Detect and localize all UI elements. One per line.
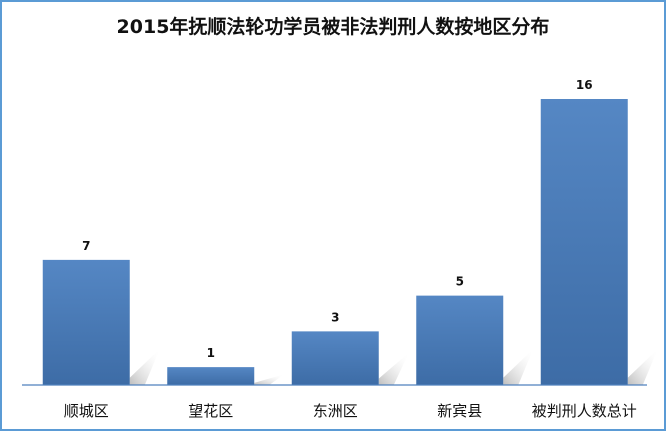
bar-5	[540, 99, 628, 385]
bar-shadow	[378, 352, 409, 385]
category-label: 东洲区	[313, 402, 358, 420]
bar-1	[42, 259, 130, 385]
bar-shadow	[129, 349, 160, 385]
bar-shadow	[503, 349, 534, 385]
category-label: 望花区	[188, 402, 233, 420]
category-label: 被判刑人数总计	[532, 402, 637, 420]
bar-shadow	[254, 374, 285, 385]
data-label: 16	[576, 78, 593, 92]
bar-2	[167, 367, 255, 385]
data-label: 5	[456, 275, 464, 289]
data-label: 3	[331, 310, 339, 324]
data-label: 1	[207, 346, 215, 360]
chart-title: 2015年抚顺法轮功学员被非法判刑人数按地区分布	[116, 16, 550, 38]
bar-4	[416, 295, 504, 385]
bar-shadow	[627, 349, 658, 385]
category-label: 新宾县	[437, 402, 482, 420]
category-label: 顺城区	[64, 402, 109, 420]
bar-3	[291, 331, 379, 385]
data-label: 7	[82, 239, 90, 253]
